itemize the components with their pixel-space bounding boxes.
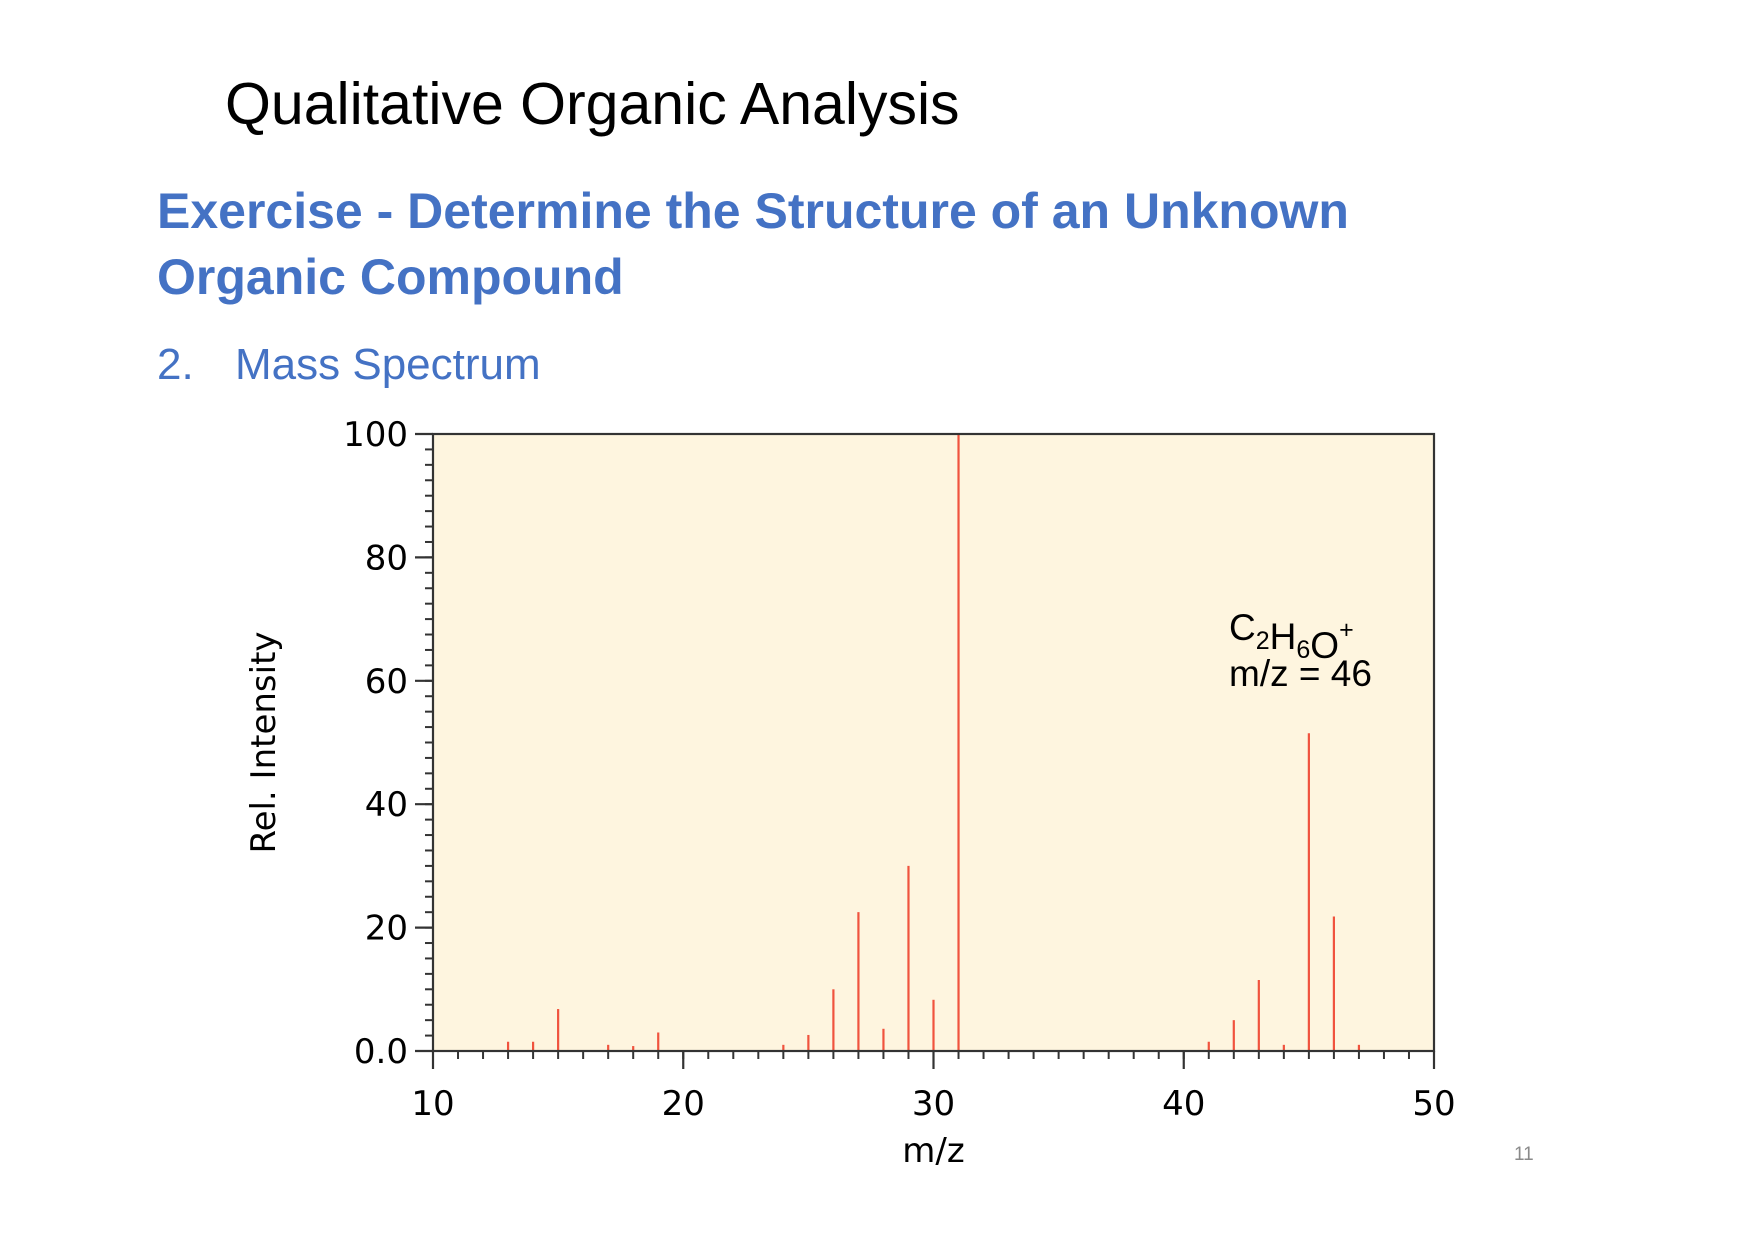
y-tick-label: 60 (365, 662, 408, 702)
list-item-text: Mass Spectrum (235, 340, 541, 389)
y-axis-title: Rel. Intensity (244, 631, 284, 853)
list-item-number: 2. (157, 340, 194, 389)
y-tick-label: 40 (365, 785, 408, 825)
exercise-heading: Exercise - Determine the Structure of an… (157, 178, 1457, 310)
page-number: 11 (1514, 1144, 1534, 1165)
x-tick-label: 20 (662, 1084, 705, 1124)
exercise-heading-line2: Organic Compound (157, 249, 624, 305)
exercise-heading-line1: Exercise - Determine the Structure of an… (157, 183, 1349, 239)
formula-annotation: C2H6O+ (1229, 607, 1354, 666)
slide-title: Qualitative Organic Analysis (225, 71, 960, 137)
mz-annotation: m/z = 46 (1229, 653, 1372, 694)
x-axis-title: m/z (902, 1131, 964, 1171)
y-tick-label: 100 (343, 415, 408, 455)
list-item-mass-spectrum: 2. Mass Spectrum (157, 340, 541, 390)
y-tick-label: 0.0 (354, 1032, 408, 1072)
x-tick-label: 10 (411, 1084, 454, 1124)
x-tick-label: 30 (912, 1084, 955, 1124)
y-tick-label: 20 (365, 909, 408, 949)
x-tick-label: 40 (1162, 1084, 1205, 1124)
x-tick-label: 50 (1412, 1084, 1455, 1124)
y-tick-label: 80 (365, 538, 408, 578)
plot-area (433, 434, 1434, 1051)
